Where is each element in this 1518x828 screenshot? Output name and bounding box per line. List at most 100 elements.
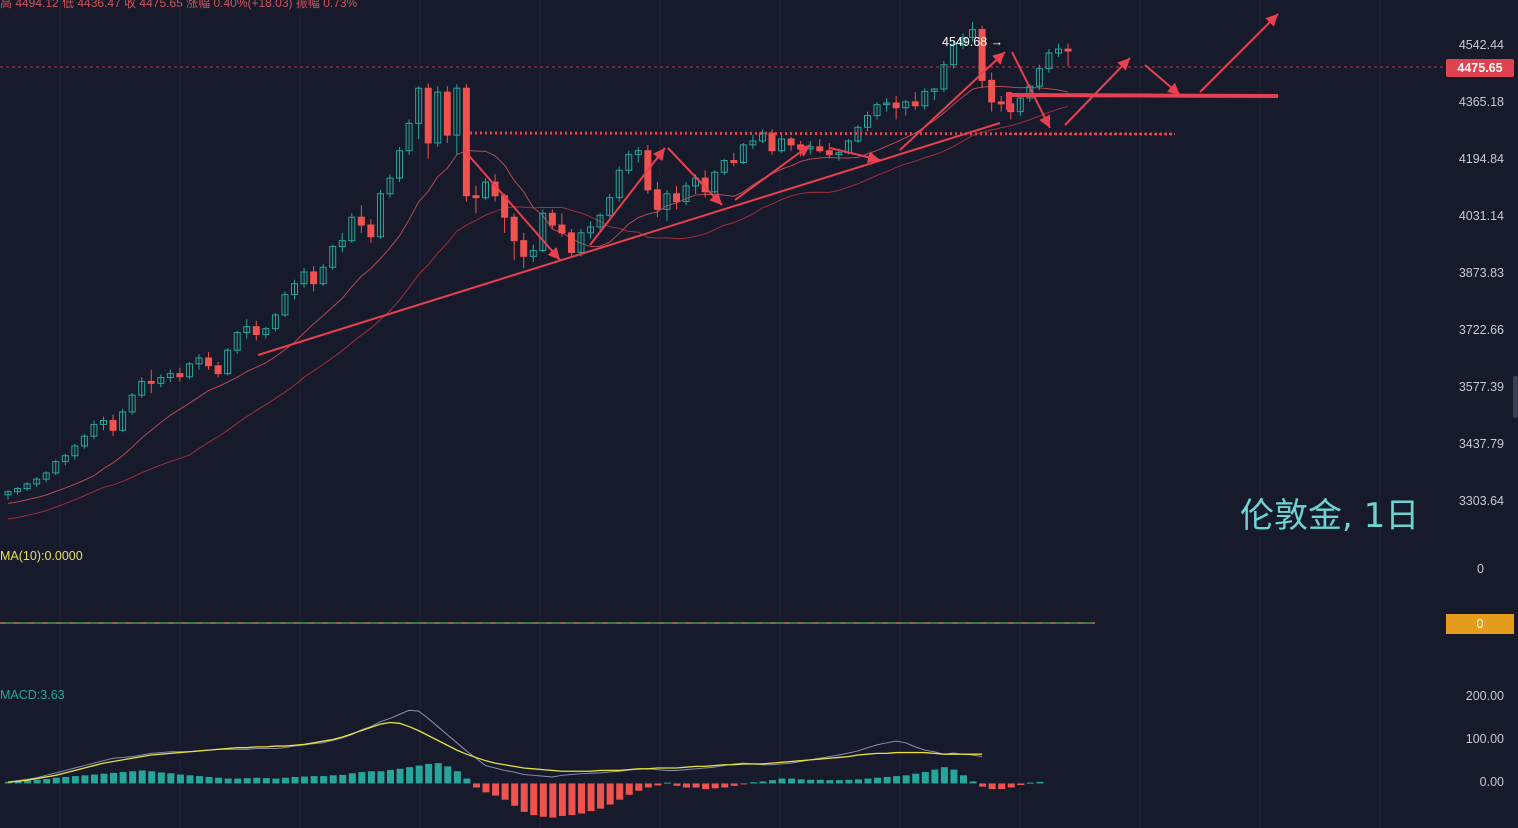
trend-arrow	[667, 147, 723, 206]
macd-histogram-bar	[52, 777, 60, 784]
trend-arrow	[899, 51, 1006, 151]
macd-histogram-bar	[234, 778, 242, 784]
trend-annotations	[257, 13, 1279, 356]
macd-histogram-bar	[396, 768, 404, 784]
macd-histogram-bar	[1007, 783, 1015, 788]
candle-body	[61, 455, 69, 463]
ma20-line	[7, 105, 1069, 520]
macd-histogram-bar	[530, 783, 538, 816]
macd-histogram-bar	[960, 775, 967, 784]
macd-histogram-bar	[215, 777, 223, 784]
macd-histogram-bar	[243, 778, 251, 784]
macd-axis-label: 0.00	[1479, 775, 1504, 789]
macd-histogram-bar	[62, 776, 70, 784]
macd-histogram-bar	[367, 771, 375, 784]
macd-histogram-bar	[606, 783, 614, 805]
ma10-value-tag: 0	[1446, 614, 1514, 634]
candle-body	[539, 212, 547, 251]
macd-histogram-bar	[291, 776, 299, 784]
trend-arrow	[734, 144, 811, 201]
macd-histogram-bar	[778, 778, 786, 784]
macd-histogram-bar	[558, 783, 566, 816]
ma10-label: MA(10):0.0000	[0, 549, 83, 563]
macd-histogram-bar	[434, 763, 442, 784]
candle-body	[443, 91, 451, 136]
macd-histogram-bar	[683, 783, 691, 788]
candle-body	[482, 181, 489, 199]
macd-histogram-bar	[759, 781, 767, 784]
candle-body	[300, 271, 308, 285]
pane-resize-handle[interactable]	[1513, 376, 1518, 418]
macd-histogram-bar	[864, 778, 872, 784]
macd-signal-line	[7, 721, 983, 783]
candle-body	[529, 249, 537, 257]
macd-histogram-bar	[874, 777, 882, 784]
candle-body	[262, 328, 270, 336]
candle-body	[749, 140, 757, 146]
candle-body	[768, 132, 776, 152]
trend-arrow	[1011, 51, 1051, 129]
macd-histogram-bar	[33, 779, 41, 784]
candle-body	[606, 197, 614, 216]
candle-body	[367, 224, 375, 238]
candlestick-series	[4, 22, 1072, 500]
candle-body	[969, 29, 977, 38]
candle-body	[988, 79, 996, 103]
candle-body	[567, 232, 575, 253]
candle-body	[109, 420, 117, 431]
macd-histogram-bar	[1036, 781, 1044, 784]
macd-histogram-bar	[673, 783, 681, 786]
macd-histogram-bar	[492, 783, 500, 796]
candle-body	[71, 445, 79, 457]
macd-histogram-bar	[597, 783, 605, 809]
candle-body	[128, 394, 136, 413]
candle-body	[902, 101, 910, 109]
candle-body	[462, 87, 470, 197]
macd-histogram-bar	[826, 780, 834, 784]
trend-arrow	[1144, 64, 1181, 96]
price-axis-label: 3722.66	[1458, 323, 1504, 337]
macd-histogram-bar	[931, 769, 939, 784]
candle-body	[558, 224, 566, 234]
macd-histogram-bar	[301, 776, 309, 784]
macd-histogram-bar	[425, 763, 433, 784]
candle-body	[23, 483, 31, 490]
macd-histogram-bar	[740, 783, 748, 785]
macd-histogram-bar	[1017, 783, 1025, 786]
candle-body	[138, 380, 146, 396]
macd-histogram-bar	[281, 777, 289, 784]
macd-histogram-bar	[969, 781, 977, 784]
macd-histogram-bar	[797, 779, 805, 784]
candle-body	[100, 420, 107, 425]
candle-body	[90, 423, 98, 437]
macd-histogram-bar	[578, 783, 585, 814]
macd-histogram-bar	[979, 783, 987, 787]
macd-histogram-bar	[1026, 782, 1034, 784]
macd-histogram-bar	[24, 780, 32, 784]
price-axis-label: 4031.14	[1458, 209, 1504, 223]
candle-body	[434, 91, 442, 144]
candle-body	[214, 365, 222, 375]
macd-histogram-bar	[110, 772, 118, 784]
macd-histogram-bar	[272, 778, 280, 784]
candle-body	[472, 195, 480, 199]
macd-axis-label: 100.00	[1465, 732, 1504, 746]
macd-histogram-bar	[138, 770, 146, 784]
candle-body	[4, 491, 12, 496]
macd-histogram-bar	[444, 766, 452, 784]
price-axis-label: 4542.44	[1458, 38, 1504, 52]
macd-histogram-bar	[176, 774, 184, 784]
candle-body	[739, 144, 747, 163]
candle-body	[396, 150, 404, 179]
macd-histogram-bar	[129, 771, 137, 784]
trend-arrow	[1064, 57, 1131, 126]
macd-histogram-bar	[921, 772, 929, 784]
candle-body	[1016, 97, 1024, 113]
candle-body	[1035, 68, 1043, 87]
macd-histogram-bar	[749, 782, 757, 784]
candle-body	[978, 29, 986, 81]
candle-body	[157, 377, 165, 384]
candle-body	[338, 240, 346, 248]
macd-histogram-bar	[387, 770, 394, 784]
